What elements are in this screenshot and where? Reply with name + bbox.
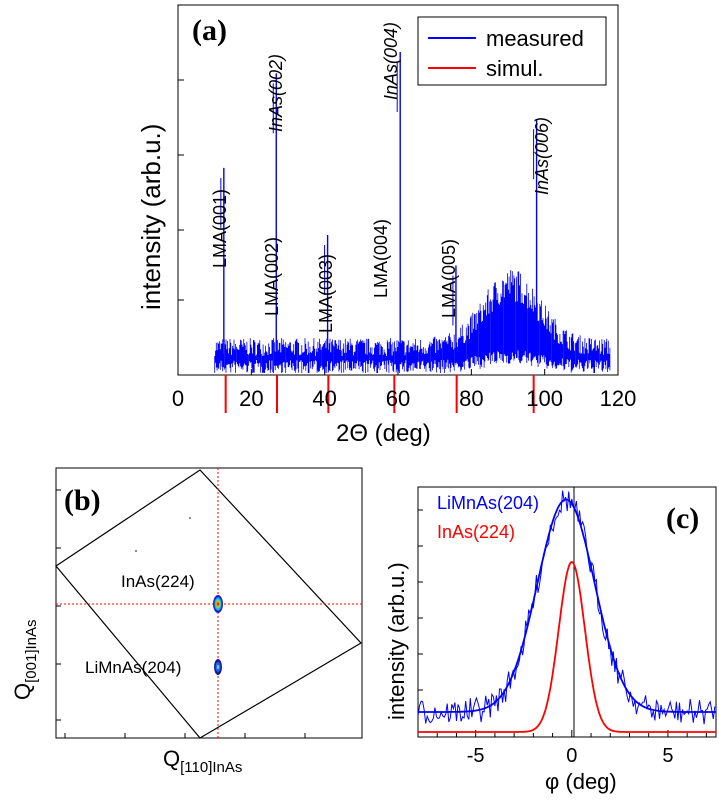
- panel-a: 0 20 40 60 80 100 120 (a) measured simul. LMA(…: [136, 4, 636, 447]
- panel-a-label: (a): [192, 14, 227, 47]
- panel-a-ylabel: intensity (arb.u.): [136, 124, 166, 310]
- legend-measured-label: measured: [486, 26, 584, 51]
- panel-c-label: (c): [666, 502, 699, 535]
- x-tick-label: 80: [459, 386, 483, 411]
- panel-a-measured-peaks: [220, 52, 538, 360]
- peak-label-inas006: InAs(006): [532, 117, 552, 195]
- panel-a-legend: measured simul.: [417, 16, 607, 86]
- panel-c-x-tick-labels: -5 0 5: [467, 745, 674, 767]
- panel-b: (b) InAs(224) LiMnAs(204) Q[110]InAs Q[0…: [10, 467, 363, 776]
- measured-noise-trace: [214, 270, 611, 373]
- x-tick-label: 120: [600, 386, 637, 411]
- x-tick-label: 0: [172, 386, 184, 411]
- peak-label-lma002: LMA(002): [262, 237, 282, 316]
- panel-c-ticks: [418, 509, 707, 737]
- panel-c: -5 0 5 (c) LiMnAs(204) InAs(224) intensity…: [384, 486, 717, 794]
- peak-label-inas002: InAs(002): [266, 54, 286, 132]
- x-tick-label: 5: [662, 745, 673, 767]
- panel-b-frame: [55, 467, 363, 739]
- x-tick-label: 100: [526, 386, 563, 411]
- panel-b-ticks: [56, 489, 306, 738]
- x-tick-label: 60: [386, 386, 410, 411]
- peak-label-lma004: LMA(004): [371, 219, 391, 298]
- series-inas: [418, 560, 716, 733]
- panel-c-frame: [417, 486, 717, 738]
- speck: [135, 550, 137, 552]
- panel-b-label: (b): [64, 484, 101, 517]
- speck: [189, 517, 191, 519]
- panel-a-measured-noise: [214, 270, 611, 373]
- legend-box: [417, 16, 607, 86]
- x-tick-label: 40: [312, 386, 336, 411]
- x-tick-label: 20: [239, 386, 263, 411]
- panel-a-simulated-ticks: [224, 375, 535, 413]
- spot-limnas204: [214, 659, 222, 675]
- panel-b-ylabel: Q[001]InAs: [10, 619, 40, 700]
- panel-c-xlabel: φ (deg): [545, 769, 617, 794]
- panel-a-peak-labels: LMA(001) LMA(002) LMA(003) LMA(004) LMA(…: [210, 22, 552, 333]
- peak-label-lma005: LMA(005): [439, 239, 459, 318]
- panel-a-x-tick-labels: 0 20 40 60 80 100 120: [172, 386, 636, 411]
- panel-b-inas-label: InAs(224): [121, 572, 195, 591]
- peak-label-lma003: LMA(003): [316, 254, 336, 333]
- x-tick-label: 0: [566, 745, 577, 767]
- panel-c-legend-limnas: LiMnAs(204): [437, 493, 539, 513]
- spot-inas224: [213, 595, 223, 613]
- peak-label-inas004: InAs(004): [381, 22, 401, 100]
- x-tick-label: -5: [467, 745, 485, 767]
- panel-c-ylabel: intensity (arb.u.): [384, 562, 409, 720]
- series-limnas-fit: [418, 498, 716, 713]
- panel-c-legend-inas: InAs(224): [437, 522, 515, 542]
- panel-b-reciprocal-space-boundary: [55, 469, 362, 739]
- peak-label-lma001: LMA(001): [210, 189, 230, 268]
- panel-a-xlabel: 2Θ (deg): [336, 420, 431, 447]
- panel-b-xlabel: Q[110]InAs: [163, 746, 242, 776]
- panel-b-limnas-label: LiMnAs(204): [85, 658, 181, 677]
- series-limnas-measured: [417, 490, 716, 725]
- legend-simul-label: simul.: [486, 56, 543, 81]
